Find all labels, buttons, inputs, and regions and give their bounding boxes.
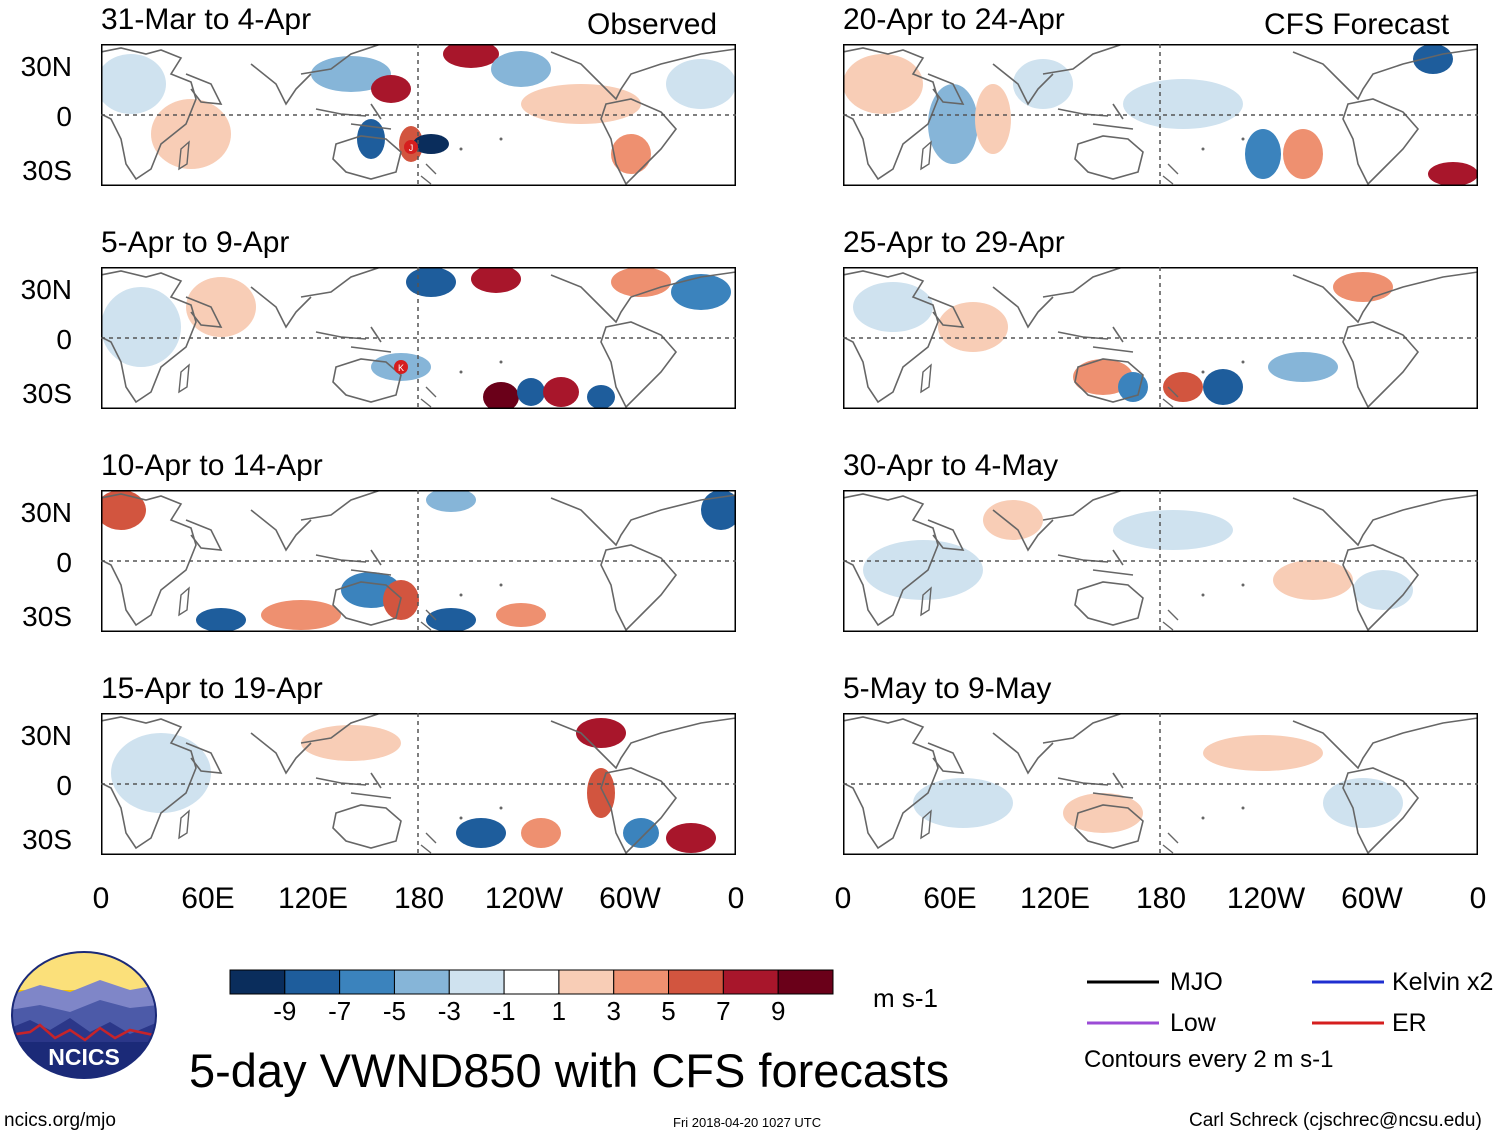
footer-url: ncics.org/mjo [4, 1110, 116, 1131]
colorbar-swatch [722, 969, 779, 995]
panel-title-obs-4: 15-Apr to 19-Apr [101, 672, 323, 705]
map-panel-obs-1 [101, 44, 736, 186]
x-tick-120w: 120W [484, 882, 564, 915]
colorbar-swatch [558, 969, 615, 995]
map-panel-obs-4 [101, 713, 736, 855]
x-tick-120w: 120W [1226, 882, 1306, 915]
footer-author: Carl Schreck (cjschrec@ncsu.edu) [1189, 1110, 1482, 1131]
panel-title-fc-3: 30-Apr to 4-May [843, 449, 1059, 482]
y-tick-0: 0 [56, 770, 72, 801]
footer-timestamp: Fri 2018-04-20 1027 UTC [673, 1115, 822, 1130]
colorbar-swatch [613, 969, 670, 995]
colorbar-label: 3 [606, 996, 621, 1026]
colorbar-swatch [448, 969, 505, 995]
panel-title-obs-3: 10-Apr to 14-Apr [101, 449, 323, 482]
legend-kelvin-line [1312, 980, 1384, 984]
colorbar-swatch [339, 969, 395, 995]
colorbar-label: 5 [661, 996, 676, 1026]
y-tick-30s: 30S [22, 824, 72, 855]
x-tick-120e: 120E [1019, 882, 1091, 915]
x-tick-0-end: 0 [727, 882, 745, 915]
panel-title-fc-4: 5-May to 9-May [843, 672, 1052, 705]
colorbar-swatch [503, 969, 560, 995]
panel-title-fc-1: 20-Apr to 24-Apr [843, 3, 1065, 36]
y-tick-30s: 30S [22, 155, 72, 186]
map-panel-fc-3 [843, 490, 1478, 632]
colorbar-swatch [777, 969, 834, 995]
x-tick-120e: 120E [277, 882, 349, 915]
panel-title-obs-1: 31-Mar to 4-Apr [101, 3, 312, 36]
map-panel-fc-1 [843, 44, 1478, 186]
colorbar-label: -9 [273, 996, 297, 1026]
map-panel-obs-3 [101, 490, 736, 632]
legend-er-line [1312, 1021, 1384, 1025]
x-tick-60e: 60E [181, 882, 235, 915]
colorbar-label: -5 [382, 996, 407, 1026]
figure-title: 5-day VWND850 with CFS forecasts [189, 1044, 950, 1097]
x-tick-0: 0 [834, 882, 852, 915]
forecast-label: CFS Forecast [1264, 8, 1450, 41]
y-tick-0: 0 [56, 101, 72, 132]
map-panel-obs-2 [101, 267, 736, 409]
y-tick-30n: 30N [20, 497, 72, 528]
colorbar-swatch [668, 969, 724, 995]
colorbar-swatch [284, 969, 341, 995]
contour-note: Contours every 2 m s-1 [1084, 1046, 1334, 1073]
colorbar-label: -1 [492, 996, 516, 1026]
legend-low-label: Low [1170, 1009, 1216, 1037]
colorbar-swatch [393, 969, 450, 995]
ncics-logo: NCICS [11, 951, 157, 1079]
colorbar-label: -3 [437, 996, 461, 1026]
y-tick-0: 0 [56, 547, 72, 578]
legend-mjo-line [1087, 980, 1159, 984]
y-tick-30s: 30S [22, 378, 72, 409]
colorbar-label: 7 [716, 996, 731, 1026]
legend-er-label: ER [1392, 1009, 1427, 1037]
colorbar-label: 9 [770, 996, 786, 1026]
colorbar-label: 1 [551, 996, 567, 1026]
x-tick-60w: 60W [1341, 882, 1403, 915]
legend-mjo-label: MJO [1170, 968, 1223, 996]
legend-kelvin-label: Kelvin x2 [1392, 968, 1494, 996]
x-tick-180: 180 [1135, 882, 1187, 915]
map-panel-fc-4 [843, 713, 1478, 855]
x-tick-60w: 60W [599, 882, 661, 915]
panel-title-fc-2: 25-Apr to 29-Apr [843, 226, 1065, 259]
observed-label: Observed [587, 8, 718, 41]
colorbar-label: -7 [328, 996, 352, 1026]
y-tick-30s: 30S [22, 601, 72, 632]
colorbar [229, 969, 834, 995]
x-tick-180: 180 [393, 882, 445, 915]
x-tick-0: 0 [92, 882, 110, 915]
x-tick-0-end: 0 [1469, 882, 1487, 915]
colorbar-units: m s-1 [873, 983, 938, 1013]
y-tick-30n: 30N [20, 720, 72, 751]
map-panel-fc-2 [843, 267, 1478, 409]
logo-text: NCICS [48, 1044, 120, 1070]
colorbar-swatch [229, 969, 286, 995]
panel-title-obs-2: 5-Apr to 9-Apr [101, 226, 290, 259]
y-tick-30n: 30N [20, 51, 72, 82]
y-tick-0: 0 [56, 324, 72, 355]
legend-low-line [1087, 1021, 1159, 1025]
y-tick-30n: 30N [20, 274, 72, 305]
x-tick-60e: 60E [923, 882, 977, 915]
